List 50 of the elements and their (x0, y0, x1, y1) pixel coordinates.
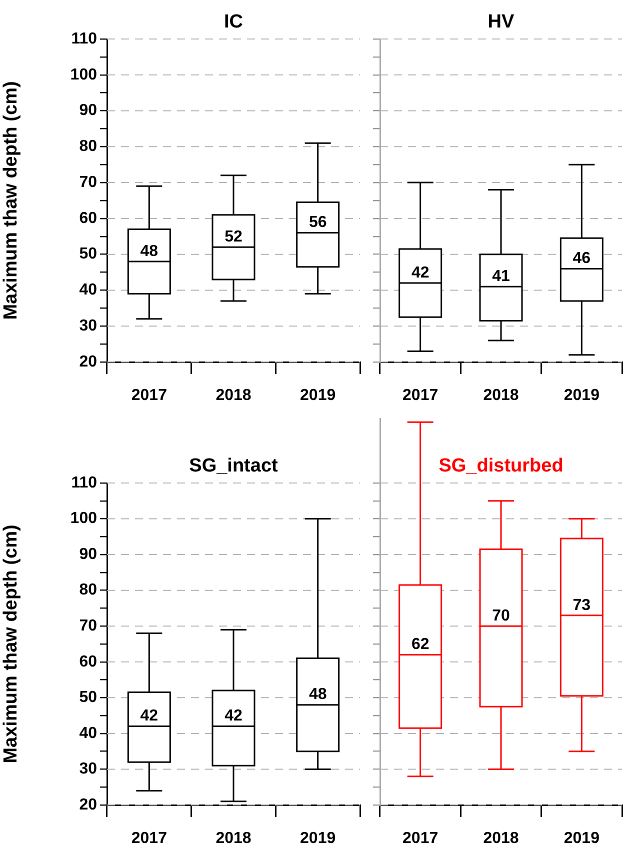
x-tick-label: 2017 (131, 830, 168, 848)
chart-title: SG_intact (189, 456, 279, 477)
y-tick-label: 70 (79, 618, 98, 635)
y-tick-label: 100 (70, 66, 98, 84)
annotation: 41 (492, 268, 510, 286)
y-tick-label: 80 (79, 582, 98, 599)
y-tick-label: 30 (79, 760, 98, 778)
chart-title: IC (224, 12, 244, 33)
x-tick-label: 2019 (564, 830, 600, 848)
x-tick-label: 2017 (402, 830, 438, 848)
annotation: 42 (224, 708, 242, 725)
y-tick-label: 60 (79, 210, 98, 227)
annotation: 62 (411, 636, 430, 654)
annotation: 73 (572, 596, 591, 614)
annotation: 42 (140, 708, 158, 725)
y-tick-label: 110 (71, 30, 98, 48)
y-tick-label: 30 (79, 318, 98, 335)
annotation: 48 (140, 242, 158, 260)
y-tick-label: 100 (70, 510, 98, 528)
x-tick-label: 2018 (216, 830, 252, 848)
y-tick-label: 50 (79, 689, 98, 706)
y-tick-label: 110 (71, 474, 98, 492)
y-tick-label: 60 (79, 653, 98, 670)
x-tick-label: 2019 (300, 387, 336, 404)
y-tick-label: 40 (79, 724, 98, 742)
x-tick-label: 2018 (483, 387, 519, 404)
y-axis-title: Maximum thaw depth (cm) (0, 524, 22, 764)
x-tick-label: 2018 (483, 830, 519, 848)
x-tick-label: 2017 (402, 387, 438, 404)
annotation: 48 (308, 686, 327, 704)
y-axis-title: Maximum thaw depth (cm) (0, 81, 22, 320)
x-tick-label: 2019 (300, 830, 336, 848)
y-tick-label: 50 (79, 246, 98, 263)
x-tick-label: 2019 (564, 387, 600, 404)
y-tick-label: 90 (79, 102, 98, 120)
y-tick-label: 20 (79, 353, 98, 370)
y-tick-label: 90 (79, 546, 98, 563)
text: SG_disturbed (438, 456, 564, 477)
x-tick-label: 2018 (216, 387, 252, 404)
y-tick-label: 20 (79, 796, 98, 814)
chart-title: HV (488, 12, 515, 33)
annotation: 56 (308, 214, 327, 232)
annotation: 52 (224, 228, 242, 246)
annotation: 42 (411, 264, 430, 282)
annotation: 46 (572, 250, 591, 268)
annotation: 70 (492, 608, 510, 625)
y-tick-label: 70 (79, 174, 98, 191)
y-tick-label: 40 (79, 282, 98, 299)
x-tick-label: 2017 (131, 387, 168, 404)
y-tick-label: 80 (79, 138, 98, 156)
